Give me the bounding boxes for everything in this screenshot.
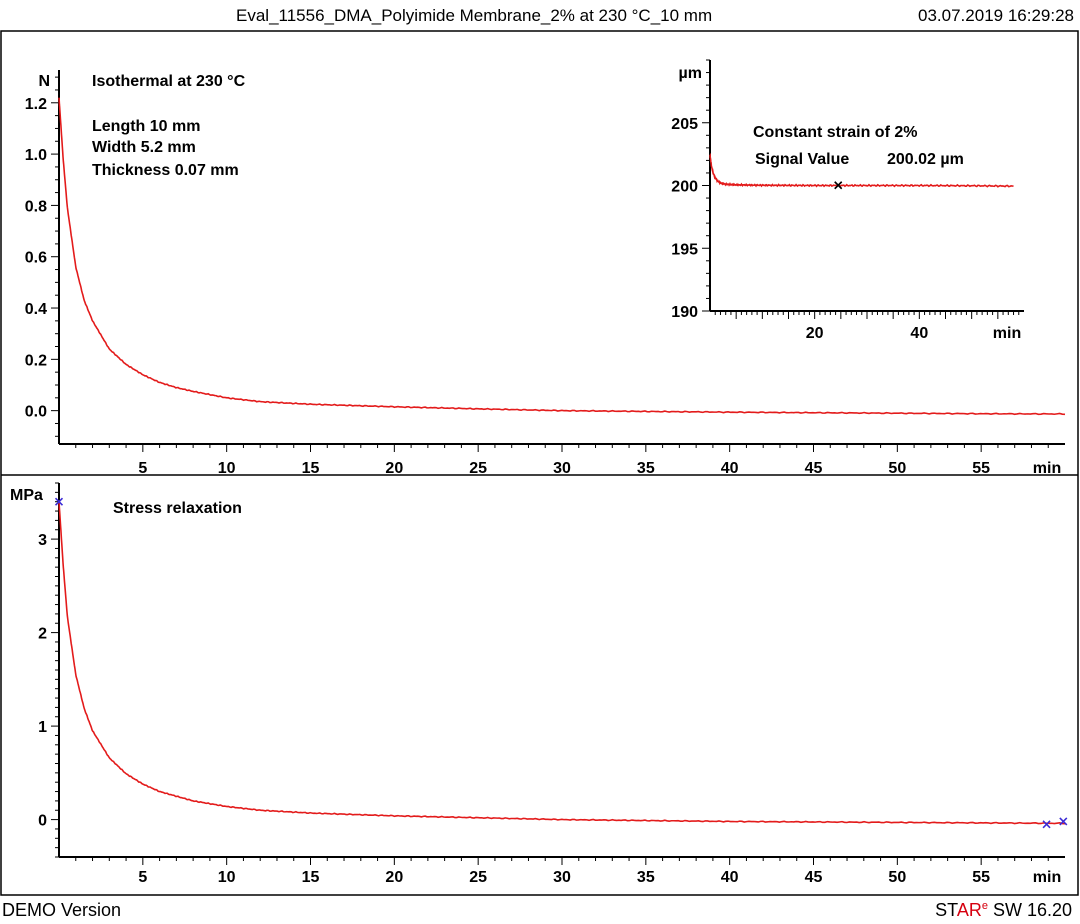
y-tick-label: 0.4 — [25, 301, 47, 318]
x-tick-label: 35 — [637, 460, 655, 477]
y-tick-label: 1.0 — [25, 147, 47, 164]
y-tick-label: 2 — [38, 626, 47, 643]
y-tick-label: 1 — [38, 719, 47, 736]
annotation-constant-strain: Constant strain of 2% — [753, 124, 917, 141]
x-tick-label: 30 — [553, 460, 571, 477]
x-tick-label: 15 — [302, 869, 320, 886]
stress-marker-3 — [1059, 817, 1068, 826]
report-title: Eval_11556_DMA_Polyimide Membrane_2% at … — [236, 6, 713, 25]
y-tick-label: 205 — [671, 116, 698, 133]
x-tick-label: 20 — [806, 325, 824, 342]
x-tick-label: 50 — [888, 460, 906, 477]
signal-value-label: Signal Value — [755, 151, 849, 168]
stress-curve — [58, 501, 1066, 825]
x-tick-label: 40 — [721, 460, 739, 477]
x-tick-label: 45 — [805, 869, 823, 886]
stress-panel: 5 10 15 20 25 30 35 40 45 50 55 min 0 1 2 3 MPa Stress re… — [10, 482, 1068, 886]
y-tick-label: 0.2 — [25, 352, 47, 369]
signal-value: 200.02 µm — [887, 151, 964, 168]
x-axis-unit: min — [1033, 460, 1061, 477]
y-tick-label: 0 — [38, 813, 47, 830]
y-tick-label: 0.0 — [25, 404, 47, 421]
x-axis-unit: min — [993, 325, 1021, 342]
report-datetime: 03.07.2019 16:29:28 — [918, 6, 1074, 25]
brand-st: ST — [935, 900, 957, 920]
x-tick-label: 40 — [910, 325, 928, 342]
y-axis-unit: MPa — [10, 487, 43, 504]
y-tick-label: 200 — [671, 179, 698, 196]
y-axis-unit: N — [38, 73, 50, 90]
y-tick-label: 190 — [671, 304, 698, 321]
software-brand: STARe SW 16.20 — [935, 900, 1072, 921]
x-tick-label: 15 — [302, 460, 320, 477]
stress-marker-2 — [1042, 820, 1051, 829]
annotation-isothermal: Isothermal at 230 °C — [92, 73, 246, 90]
brand-sup: e — [981, 900, 988, 912]
x-tick-label: 25 — [469, 869, 487, 886]
x-tick-label: 20 — [385, 869, 403, 886]
signal-marker — [834, 181, 843, 190]
x-tick-label: 10 — [218, 869, 236, 886]
x-tick-label: 50 — [888, 869, 906, 886]
x-tick-label: 40 — [721, 869, 739, 886]
x-tick-label: 35 — [637, 869, 655, 886]
x-tick-label: 10 — [218, 460, 236, 477]
annotation-thickness: Thickness 0.07 mm — [92, 162, 239, 179]
chart-title: Stress relaxation — [113, 500, 242, 517]
x-tick-label: 5 — [138, 460, 147, 477]
annotation-width: Width 5.2 mm — [92, 139, 196, 156]
x-tick-label: 55 — [972, 869, 990, 886]
y-axis-unit: µm — [679, 65, 702, 82]
x-tick-label: 30 — [553, 869, 571, 886]
y-tick-label: 1.2 — [25, 96, 47, 113]
y-tick-label: 195 — [671, 241, 698, 258]
x-tick-label: 20 — [385, 460, 403, 477]
y-tick-label: 3 — [38, 532, 47, 549]
strain-inset-panel: 20 40 min 190 195 200 205 µm Constant strain of … — [671, 59, 1024, 342]
strain-curve — [709, 152, 1014, 188]
y-tick-label: 0.8 — [25, 198, 47, 215]
force-curve — [58, 97, 1066, 416]
x-axis-unit: min — [1033, 869, 1061, 886]
brand-version: SW 16.20 — [987, 900, 1072, 920]
x-tick-label: 55 — [972, 460, 990, 477]
x-tick-label: 5 — [138, 869, 147, 886]
plot-frame — [0, 30, 1079, 896]
x-tick-label: 45 — [805, 460, 823, 477]
brand-ar: AR — [956, 900, 982, 920]
force-panel: 5 10 15 20 25 30 35 40 45 50 55 min 0.0 0.2 0.4 0.6 0.8 1… — [25, 70, 1066, 477]
x-tick-label: 25 — [469, 460, 487, 477]
y-tick-label: 0.6 — [25, 250, 47, 267]
demo-version-label: DEMO Version — [2, 900, 122, 920]
stress-marker-1 — [54, 497, 64, 506]
annotation-length: Length 10 mm — [92, 118, 200, 135]
